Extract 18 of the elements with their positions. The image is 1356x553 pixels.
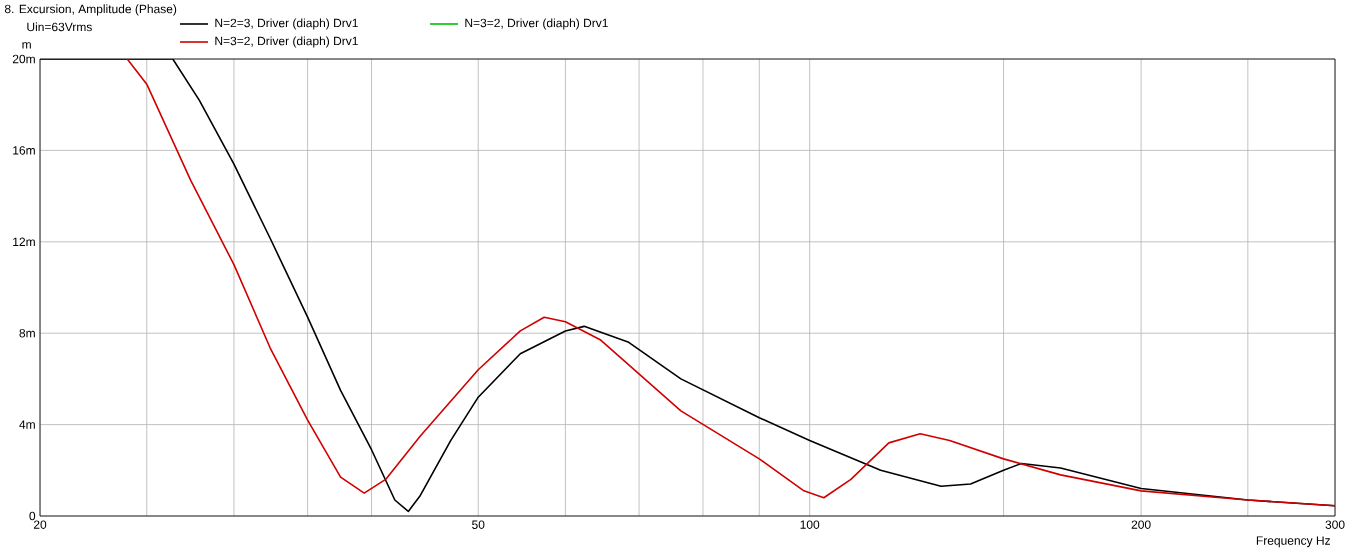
x-tick-label: 300 [1325,520,1345,529]
y-axis-title: m [22,42,31,49]
y-tick-label: 0 [29,511,36,521]
legend-label: N=3=2, Driver (diaph) Drv1 [465,18,608,30]
y-tick-label: 8m [19,328,35,338]
legend-label: N=3=2, Driver (diaph) Drv1 [215,36,358,48]
y-tick-label: 16m [13,146,35,155]
y-tick-label: 20m [12,54,35,64]
legend-label: N=2=3, Driver (diaph) Drv1 [215,18,358,30]
text: Uin=63Vrms [27,22,92,32]
x-tick-label: 200 [1131,520,1151,529]
x-tick-label: 50 [472,520,485,529]
x-tick-label: 20 [33,520,47,529]
y-tick-label: 4m [19,420,35,429]
x-tick-label: 100 [800,520,820,529]
chart-title: 8. Excursion, Amplitude (Phase) [4,4,177,16]
y-tick-label: 12m [13,237,35,246]
x-axis-title: Frequency Hz [1256,536,1330,548]
